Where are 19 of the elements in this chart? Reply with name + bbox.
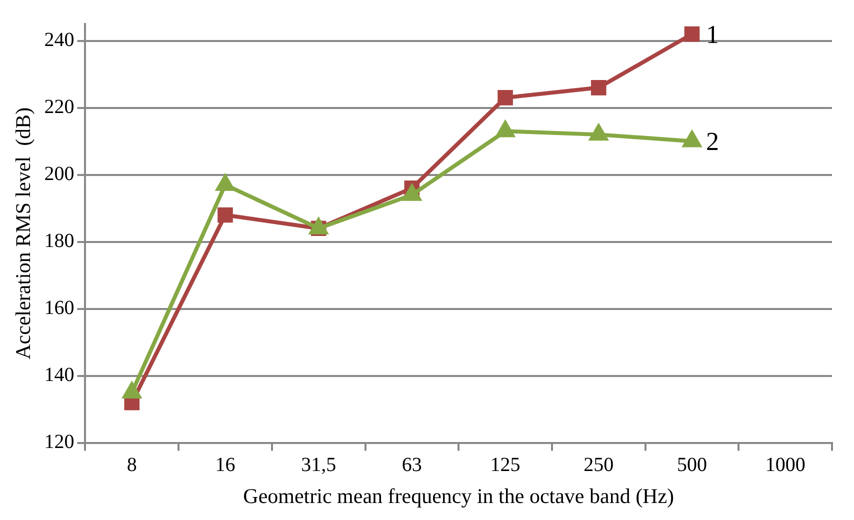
y-tick-label: 160 <box>44 297 74 320</box>
x-tick-label: 63 <box>402 454 422 476</box>
x-tick-label: 16 <box>215 454 236 476</box>
y-tick-label: 140 <box>44 364 74 386</box>
x-tick-label: 250 <box>584 454 614 476</box>
y-tick-label: 180 <box>44 230 74 252</box>
x-tick-label: 1000 <box>765 454 806 476</box>
y-tick-label: 120 <box>44 431 74 454</box>
series-label: 2 <box>706 127 719 156</box>
x-axis-title: Geometric mean frequency in the octave band (Hz) <box>243 484 674 508</box>
x-tick-label: 8 <box>126 454 137 476</box>
x-tick-label: 31,5 <box>301 454 336 476</box>
series-label: 1 <box>706 20 719 49</box>
y-tick-label: 200 <box>44 163 74 186</box>
y-tick-label: 220 <box>44 96 74 118</box>
x-tick-label: 125 <box>490 454 520 476</box>
y-axis-title: Acceleration RMS level (dB) <box>11 107 36 360</box>
x-tick-label: 500 <box>676 454 707 476</box>
y-tick-label: 240 <box>44 29 74 51</box>
